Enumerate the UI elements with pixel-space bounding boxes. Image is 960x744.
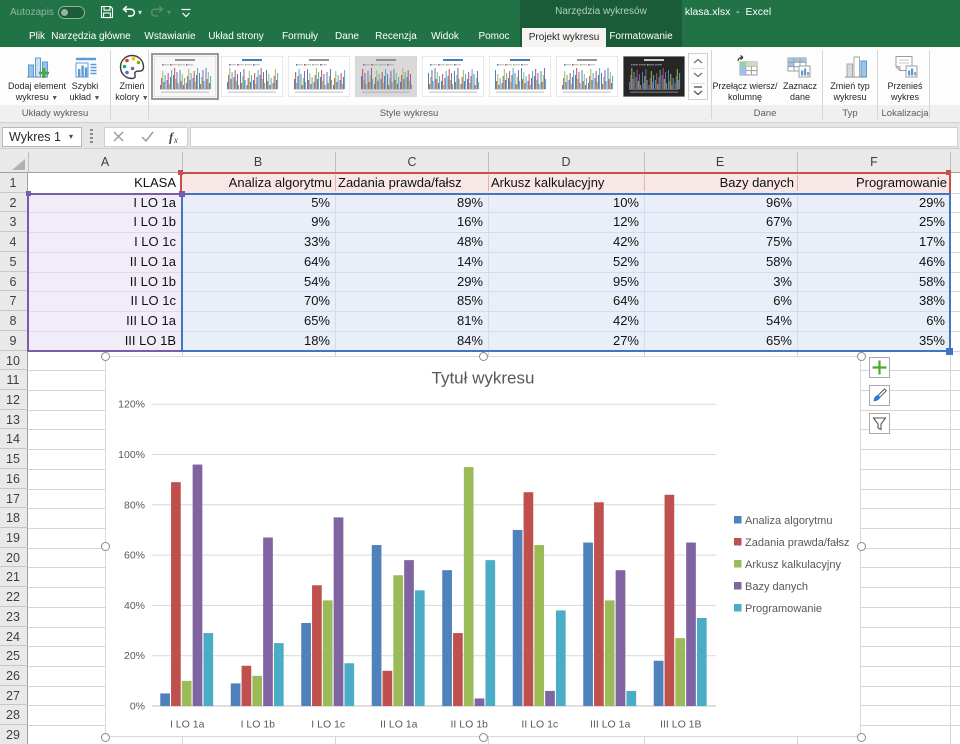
svg-text:60%: 60% [124,550,145,562]
svg-text:Analiza algorytmu: Analiza algorytmu [745,515,832,527]
svg-text:x: x [173,135,178,144]
svg-text:I LO 1c: I LO 1c [311,719,345,731]
svg-text:Tytuł wykresu: Tytuł wykresu [432,369,535,388]
svg-text:40%: 40% [124,600,145,612]
svg-text:80%: 80% [124,499,145,511]
svg-text:120%: 120% [118,399,145,411]
svg-text:f: f [169,131,175,145]
svg-text:0%: 0% [130,701,145,713]
svg-text:II LO 1c: II LO 1c [521,719,558,731]
svg-text:III LO 1a: III LO 1a [590,719,630,731]
svg-text:II LO 1b: II LO 1b [451,719,489,731]
svg-text:I LO 1a: I LO 1a [170,719,205,731]
svg-text:II LO 1a: II LO 1a [380,719,418,731]
svg-text:20%: 20% [124,650,145,662]
svg-text:III LO 1B: III LO 1B [660,719,701,731]
svg-text:Programowanie: Programowanie [745,603,822,615]
svg-text:Arkusz kalkulacyjny: Arkusz kalkulacyjny [745,559,841,571]
svg-text:I LO 1b: I LO 1b [241,719,276,731]
svg-text:Bazy danych: Bazy danych [745,581,808,593]
svg-text:Zadania prawda/fałsz: Zadania prawda/fałsz [745,537,850,549]
svg-text:100%: 100% [118,449,145,461]
